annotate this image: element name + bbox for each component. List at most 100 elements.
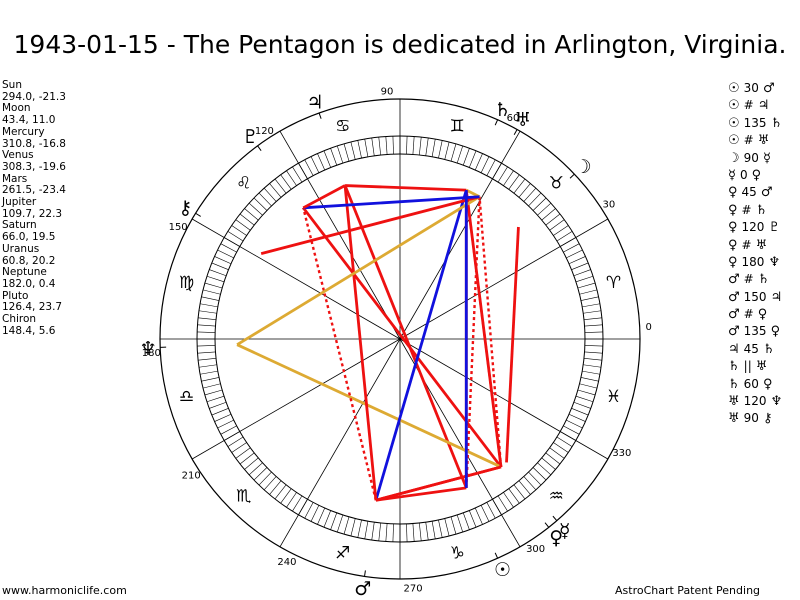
- aspect-row: ♀ 45 ♂: [728, 184, 782, 201]
- degree-tick: [298, 163, 308, 179]
- degree-tick: [571, 262, 589, 270]
- planet-marker: [318, 112, 322, 119]
- aspect-symbol: 150: [743, 289, 767, 304]
- zodiac-sign-icon: ♑: [450, 543, 465, 563]
- degree-tick: [412, 136, 415, 155]
- aspect-planet-glyph: ♂: [762, 81, 775, 96]
- aspect-planet-glyph: ♀: [728, 220, 738, 236]
- degree-tick: [580, 377, 599, 382]
- aspect-row: ♅ 120 ♆: [728, 393, 782, 410]
- degree-tick: [197, 331, 216, 333]
- degree-tick: [201, 377, 220, 382]
- degree-tick: [198, 310, 217, 314]
- degree-tick: [444, 518, 450, 537]
- degree-tick: [239, 213, 255, 226]
- planet-marker: [544, 522, 550, 528]
- degree-tick: [378, 137, 381, 156]
- aspect-line: [343, 185, 378, 501]
- degree-tick: [248, 462, 263, 476]
- planet-glyph-icon: ☉: [494, 559, 511, 581]
- degree-tick: [556, 436, 573, 447]
- degree-tick: [541, 457, 556, 470]
- aspect-row: ☽ 90 ☿: [728, 150, 782, 167]
- degree-tick: [528, 192, 542, 207]
- footer-website: www.harmoniclife.com: [2, 584, 127, 597]
- degree-tick: [573, 269, 591, 277]
- degree-tick: [577, 282, 596, 289]
- degree-label: 330: [612, 448, 631, 459]
- degree-tick: [492, 163, 502, 179]
- degree-tick: [263, 187, 277, 202]
- degree-label: 210: [182, 471, 201, 482]
- degree-tick: [286, 492, 297, 508]
- degree-tick: [292, 166, 303, 183]
- degree-tick: [486, 159, 496, 176]
- aspect-line: [303, 195, 480, 210]
- degree-tick: [584, 324, 603, 327]
- aspect-row: ☉ # ♅: [728, 132, 782, 149]
- aspect-symbol: #: [743, 98, 754, 113]
- planet-values: 109.7, 22.3: [2, 207, 63, 220]
- aspect-symbol: 180: [741, 254, 765, 269]
- degree-tick: [545, 452, 561, 465]
- aspect-row: ♂ # ♀: [728, 306, 782, 323]
- degree-label: 60: [507, 113, 520, 124]
- aspect-planet-glyph: ☉: [728, 81, 740, 96]
- zodiac-sign-icon: ♏: [236, 486, 251, 506]
- planet-glyph-icon: ♅: [514, 109, 531, 131]
- planet-glyph-icon: ♆: [140, 338, 157, 360]
- aspect-symbol: 120: [741, 220, 765, 235]
- degree-tick: [584, 351, 603, 354]
- degree-tick: [425, 522, 429, 541]
- degree-tick: [480, 156, 490, 173]
- degree-tick: [224, 431, 240, 441]
- aspect-symbol: #: [743, 133, 754, 148]
- degree-tick: [371, 137, 375, 156]
- aspect-line: [375, 465, 502, 502]
- aspect-row: ♃ 45 ♄: [728, 341, 782, 358]
- aspect-planet-glyph: ♃: [757, 98, 770, 114]
- planet-values: 43.4, 11.0: [2, 114, 56, 127]
- degree-tick: [583, 358, 602, 361]
- degree-tick: [456, 145, 464, 164]
- aspect-line: [302, 206, 503, 468]
- planet-name: Chiron: [2, 313, 37, 326]
- planet-glyph-icon: ☽: [575, 156, 592, 178]
- aspect-planet-glyph: ♆: [768, 254, 781, 270]
- aspect-row: ☉ 135 ♄: [728, 115, 782, 132]
- aspect-planet-glyph: ♀: [757, 307, 768, 323]
- aspect-line: [302, 207, 378, 501]
- degree-tick: [549, 447, 565, 459]
- degree-tick: [563, 425, 580, 435]
- aspect-planet-glyph: ♅: [728, 394, 740, 410]
- degree-label: 270: [403, 584, 422, 595]
- aspect-row: ♄ || ♅: [728, 358, 782, 375]
- aspect-planet-glyph: ♆: [770, 394, 783, 410]
- zodiac-sign-icon: ♊: [450, 117, 465, 137]
- zodiac-sign-icon: ♍: [179, 273, 194, 293]
- aspect-symbol: ||: [743, 359, 752, 374]
- degree-tick: [518, 480, 531, 495]
- degree-label: 30: [602, 199, 615, 210]
- aspect-row: ♀ 180 ♆: [728, 254, 782, 271]
- degree-label: 300: [526, 544, 545, 555]
- degree-tick: [450, 516, 457, 535]
- aspect-row: ♂ 135 ♀: [728, 323, 782, 340]
- degree-tick: [580, 296, 599, 301]
- degree-tick: [298, 499, 308, 515]
- degree-tick: [406, 523, 408, 542]
- degree-tick: [244, 457, 259, 470]
- planet-name: Jupiter: [2, 196, 37, 209]
- degree-label: 0: [645, 322, 651, 333]
- degree-tick: [336, 145, 344, 164]
- aspect-row: ♀ 120 ♇: [728, 219, 782, 236]
- degree-tick: [513, 484, 526, 500]
- planet-name: Uranus: [2, 242, 40, 255]
- footer-credit: AstroChart Patent Pending: [615, 584, 761, 597]
- degree-tick: [244, 208, 259, 221]
- degree-tick: [450, 143, 457, 162]
- degree-tick: [253, 467, 268, 481]
- degree-tick: [553, 442, 569, 453]
- aspect-planet-glyph: ♀: [728, 254, 738, 270]
